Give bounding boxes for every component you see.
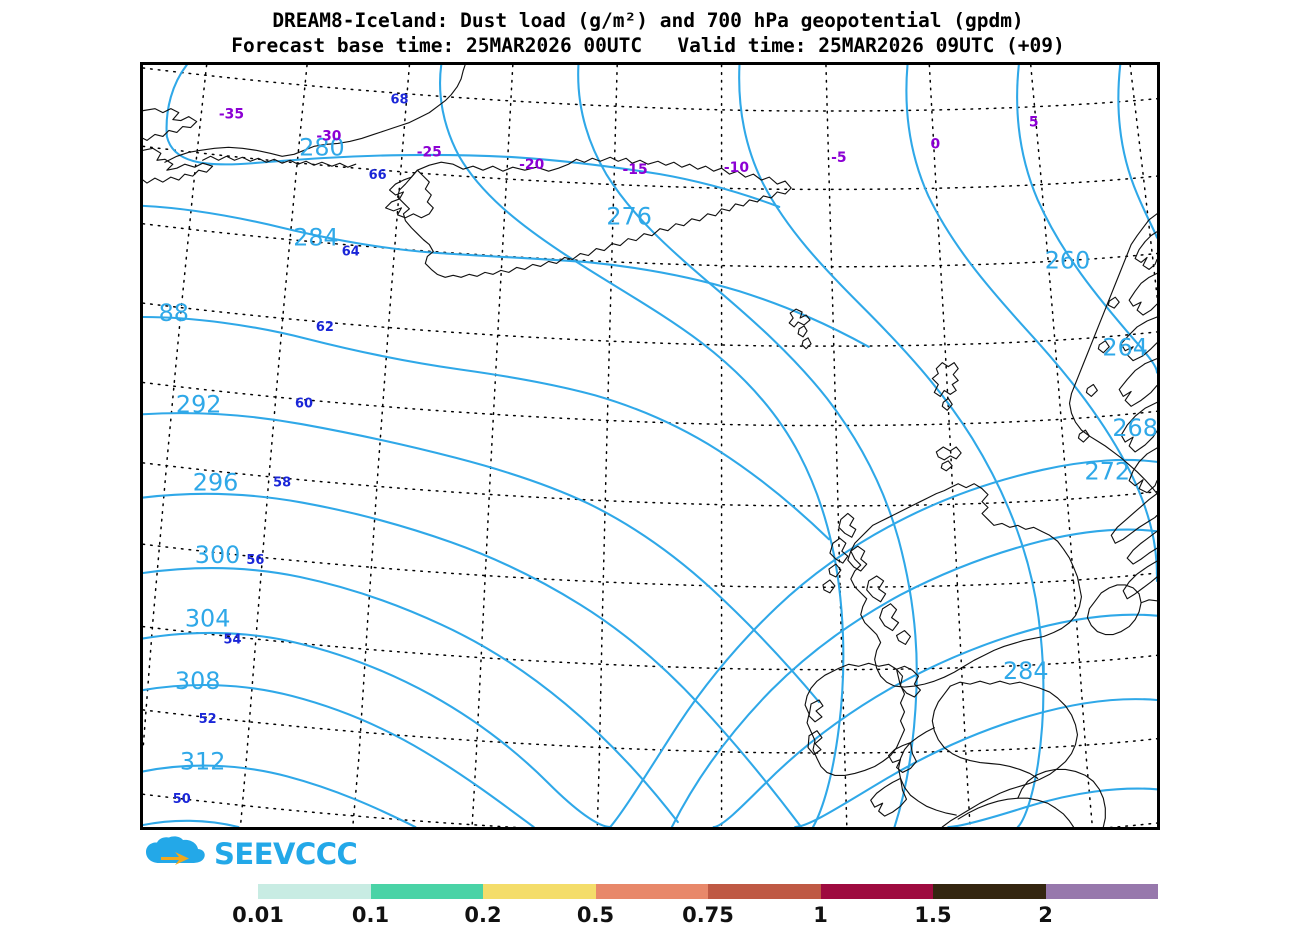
contour-label: 284	[1003, 657, 1049, 685]
cloud-logo-icon	[146, 836, 205, 865]
latitude-label: 52	[199, 712, 217, 727]
colorbar-segment	[933, 884, 1046, 899]
contour-label: 308	[175, 667, 221, 695]
colorbar-tick-labels: 0.01 0.1 0.2 0.5 0.75 1 1.5 2	[232, 903, 1158, 927]
contour-label: 300	[195, 541, 241, 569]
longitude-label: 0	[930, 136, 940, 152]
contour-label: 268	[1112, 414, 1157, 442]
contour-label: 264	[1102, 334, 1148, 362]
latitude-label: 58	[273, 476, 291, 491]
chart-title-line1: DREAM8-Iceland: Dust load (g/m²) and 700…	[272, 9, 1024, 32]
coastlines	[143, 65, 1157, 827]
contour-label: 304	[185, 605, 231, 633]
contour-label: 280	[299, 133, 345, 161]
colorbar-tick: 0.75	[682, 903, 734, 927]
colorbar-segment	[708, 884, 821, 899]
latitude-label-group: 68 66 64 62 60 58 56 54 52 50	[173, 93, 409, 807]
chart-title-block: DREAM8-Iceland: Dust load (g/m²) and 700…	[0, 8, 1296, 58]
contour-label: 88	[159, 299, 189, 327]
contour-label: 284	[293, 224, 339, 252]
contour-label: 312	[180, 747, 226, 775]
latitude-label: 64	[342, 245, 360, 260]
contour-label-group: 280 284 88 292 296 300 304 308 312 276 260 264 268 27…	[159, 133, 1157, 775]
colorbar-segment	[820, 884, 933, 899]
geopotential-contours	[143, 65, 1157, 827]
contour-label: 272	[1085, 458, 1131, 486]
colorbar-tick: 0.1	[351, 903, 390, 927]
longitude-label: -15	[623, 162, 648, 178]
chart-title-line2: Forecast base time: 25MAR2026 00UTC Vali…	[231, 34, 1065, 57]
longitude-label: -25	[417, 144, 442, 160]
colorbar-tick: 2	[1038, 903, 1053, 927]
map-svg: 280 284 88 292 296 300 304 308 312 276 260 264 268 27…	[143, 65, 1157, 827]
longitude-label: -30	[316, 128, 341, 144]
contour-label: 292	[176, 390, 222, 418]
colorbar-tick: 0.5	[576, 903, 615, 927]
graticule-parallels	[143, 67, 1157, 827]
latitude-label: 68	[390, 93, 408, 108]
longitude-label: -10	[724, 160, 749, 176]
seevccc-logo: SEEVCCC	[145, 833, 360, 875]
longitude-label: -35	[219, 107, 244, 123]
longitude-label: -5	[831, 150, 846, 166]
colorbar-segment	[370, 884, 483, 899]
colorbar-segment	[258, 884, 371, 899]
latitude-label: 50	[173, 792, 191, 807]
contour-label: 276	[606, 203, 652, 231]
colorbar-tick: 0.2	[464, 903, 502, 927]
longitude-label: 5	[1029, 115, 1039, 131]
latitude-label: 66	[369, 168, 387, 183]
contour-label: 260	[1045, 246, 1091, 274]
seevccc-logo-text: SEEVCCC	[214, 836, 358, 871]
latitude-label: 54	[223, 632, 241, 647]
colorbar-segment	[483, 884, 596, 899]
colorbar-tick: 0.01	[232, 903, 284, 927]
colorbar-swatches	[258, 884, 1158, 899]
contour-label: 296	[193, 469, 239, 497]
longitude-label-group: -35 -30 -25 -20 -15 -10 -5 0 5	[219, 107, 1039, 179]
dust-load-colorbar: 0.01 0.1 0.2 0.5 0.75 1 1.5 2	[232, 884, 1158, 927]
map-panel: 280 284 88 292 296 300 304 308 312 276 260 264 268 27…	[140, 62, 1160, 830]
longitude-label: -20	[519, 157, 544, 173]
graticule-meridians	[143, 65, 1157, 827]
colorbar-tick: 1	[813, 903, 828, 927]
colorbar-segment	[1045, 884, 1158, 899]
colorbar-segment	[595, 884, 708, 899]
latitude-label: 56	[246, 553, 264, 568]
latitude-label: 60	[295, 396, 313, 411]
latitude-label: 62	[316, 320, 334, 335]
colorbar-tick: 1.5	[914, 903, 952, 927]
